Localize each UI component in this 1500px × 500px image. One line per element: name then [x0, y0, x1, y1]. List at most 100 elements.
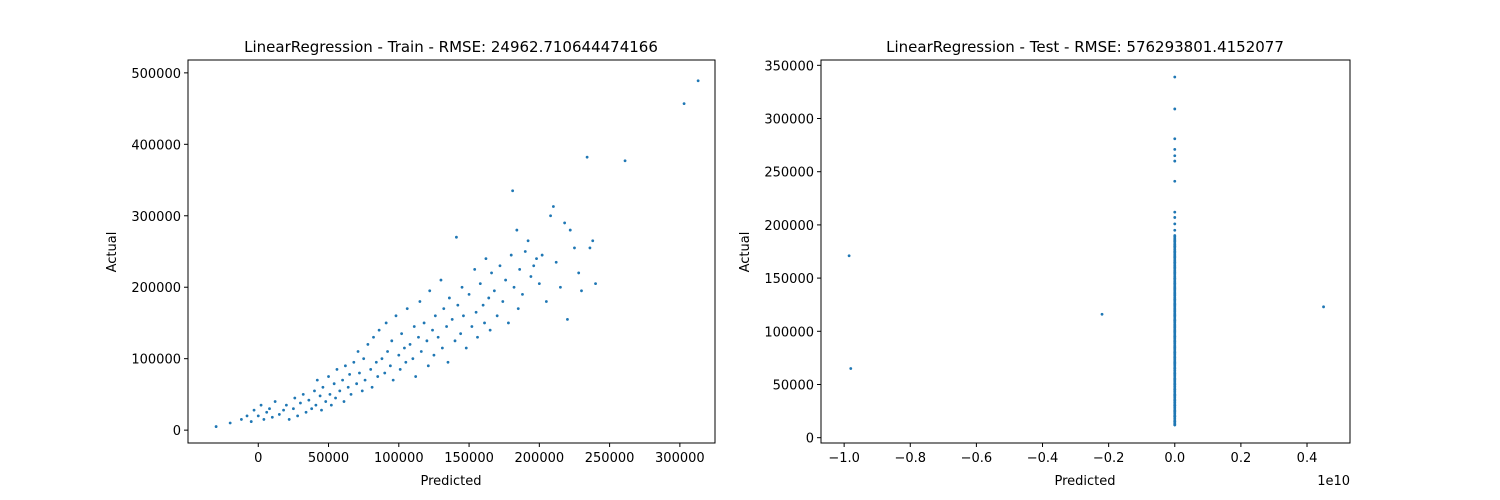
- test-y-tick-label: 350000: [764, 59, 814, 74]
- test-scatter-plot: LinearRegression - Test - RMSE: 57629380…: [738, 38, 1351, 489]
- train-data-point: [428, 289, 432, 293]
- train-data-point: [321, 385, 325, 389]
- train-data-point: [511, 189, 515, 193]
- train-data-point: [585, 155, 589, 159]
- train-x-tick-label: 150000: [444, 451, 494, 466]
- train-data-point: [515, 228, 519, 232]
- train-data-point: [363, 378, 367, 382]
- test-x-tick-label: −0.6: [961, 451, 993, 466]
- test-data-point: [847, 254, 851, 258]
- train-data-point: [332, 382, 336, 386]
- train-data-point: [228, 421, 232, 425]
- train-data-point: [360, 389, 364, 393]
- train-data-point: [362, 357, 366, 361]
- train-data-point: [334, 396, 337, 400]
- train-y-tick-label: 500000: [131, 67, 181, 82]
- train-data-point: [386, 350, 389, 353]
- train-data-point: [696, 79, 700, 83]
- train-data-point: [445, 325, 448, 328]
- train-data-point: [462, 314, 465, 318]
- test-y-tick-label: 50000: [773, 378, 814, 393]
- train-data-point: [544, 300, 548, 303]
- train-y-tick-label: 0: [173, 424, 181, 439]
- train-data-point: [447, 296, 451, 300]
- train-data-point: [273, 400, 277, 403]
- train-data-point: [338, 389, 342, 393]
- train-data-point: [412, 325, 416, 328]
- test-data-point: [1173, 228, 1177, 232]
- train-data-point: [492, 289, 496, 293]
- test-y-tick-label: 100000: [764, 325, 814, 340]
- test-y-axis-label: Actual: [738, 232, 753, 273]
- train-data-point: [426, 364, 430, 368]
- train-data-point: [320, 408, 323, 412]
- train-data-point: [446, 360, 450, 364]
- train-data-point: [383, 371, 387, 375]
- train-data-point: [501, 300, 505, 303]
- train-y-axis-label: Actual: [105, 232, 120, 273]
- train-data-point: [397, 353, 401, 357]
- test-x-tick-label: −0.2: [1093, 451, 1125, 466]
- train-data-point: [594, 282, 597, 286]
- train-data-point: [559, 285, 562, 289]
- train-data-point: [453, 339, 457, 343]
- test-x-tick-label: 0.0: [1164, 451, 1185, 466]
- train-data-point: [355, 382, 359, 386]
- train-data-point: [526, 239, 530, 243]
- train-data-point: [460, 285, 464, 289]
- train-data-point: [623, 159, 627, 163]
- test-data-point: [1173, 75, 1177, 79]
- train-data-point: [390, 339, 394, 343]
- train-data-point: [551, 205, 555, 208]
- train-data-point: [516, 307, 520, 311]
- train-data-point: [682, 102, 686, 105]
- train-data-point: [327, 375, 330, 378]
- train-data-point: [262, 418, 266, 421]
- test-x-tick-label: −0.4: [1027, 451, 1059, 466]
- train-data-point: [343, 364, 347, 368]
- train-data-point: [481, 303, 485, 307]
- test-data-point: [849, 367, 853, 370]
- train-data-point: [314, 403, 318, 407]
- test-y-tick-label: 150000: [764, 272, 814, 287]
- train-data-point: [282, 408, 285, 412]
- train-x-tick-label: 50000: [308, 451, 349, 466]
- test-x-tick-label: −0.8: [894, 451, 926, 466]
- train-data-point: [417, 335, 420, 339]
- train-data-point: [245, 414, 249, 418]
- test-data-point: [1173, 210, 1177, 214]
- train-axes-frame: [187, 59, 716, 444]
- train-data-point: [372, 335, 375, 339]
- train-data-point: [259, 403, 263, 407]
- train-data-point: [487, 296, 491, 300]
- train-data-point: [523, 250, 527, 253]
- train-data-point: [537, 282, 541, 286]
- train-data-point: [391, 378, 395, 382]
- train-data-point: [380, 357, 384, 361]
- train-data-point: [349, 393, 353, 396]
- train-data-point: [450, 317, 454, 321]
- test-data-point: [1173, 147, 1177, 151]
- train-data-point: [310, 407, 314, 411]
- test-y-tick-label: 0: [806, 432, 814, 447]
- train-data-point: [439, 278, 443, 282]
- train-data-point: [418, 300, 422, 303]
- train-x-tick-label: 200000: [515, 451, 565, 466]
- train-data-point: [293, 396, 297, 400]
- train-data-point: [292, 407, 295, 411]
- train-x-ticks: 0 50000 100000 150000 200000 250000 300000: [254, 443, 705, 466]
- test-x-ticks: −1.0 −0.8 −0.6 −0.4 −0.2 0.0 0.2 0.4: [828, 443, 1317, 466]
- train-data-point: [404, 360, 408, 364]
- test-data-point: [1322, 305, 1325, 309]
- train-data-point: [328, 393, 332, 396]
- train-data-point: [591, 239, 595, 243]
- train-data-point: [464, 346, 468, 350]
- train-data-point: [411, 357, 415, 361]
- test-data-point: [1173, 137, 1177, 141]
- train-data-point: [498, 264, 502, 268]
- train-data-point: [398, 368, 402, 371]
- train-data-point: [507, 321, 510, 325]
- test-data-point-column: [1173, 235, 1177, 239]
- train-data-point: [370, 385, 374, 389]
